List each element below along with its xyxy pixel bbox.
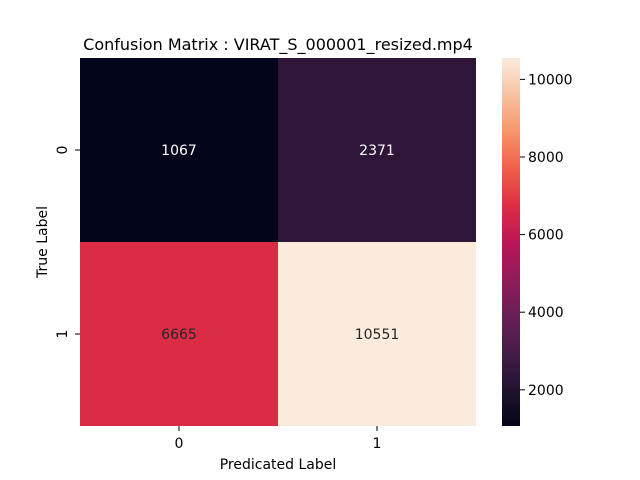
y-tick-label-1: 1 [55,330,71,339]
colorbar: 2000 4000 6000 8000 10000 [502,58,573,426]
heatmap-cells [80,58,476,426]
heatmap-cell-1-0 [80,242,278,426]
colorbar-tick-label-0: 2000 [528,383,564,399]
colorbar-tick-label-2: 6000 [528,228,564,244]
heatmap-cell-0-1 [278,58,476,242]
heatmap-cell-0-0 [80,58,278,242]
y-tick-label-0: 0 [55,146,71,155]
heatmap-cell-1-1 [278,242,476,426]
colorbar-gradient [502,58,520,426]
colorbar-tick-label-1: 4000 [528,305,564,321]
y-axis: 01 [55,146,80,339]
x-tick-label-0: 0 [175,436,184,452]
colorbar-tick-label-3: 8000 [528,150,564,166]
cell-value-label-1-1: 10551 [355,327,400,343]
y-axis-label: True Label [35,206,51,279]
heatmap-cell-labels: 1067 2371 6665 10551 [161,143,399,343]
colorbar-tick-label-4: 10000 [528,72,573,88]
cell-value-label-0-0: 1067 [161,143,197,159]
cell-value-label-0-1: 2371 [359,143,395,159]
chart-title: Confusion Matrix : VIRAT_S_000001_resize… [83,35,473,55]
cell-value-label-1-0: 6665 [161,327,197,343]
x-axis-label: Predicated Label [220,457,337,473]
x-tick-label-1: 1 [373,436,382,452]
